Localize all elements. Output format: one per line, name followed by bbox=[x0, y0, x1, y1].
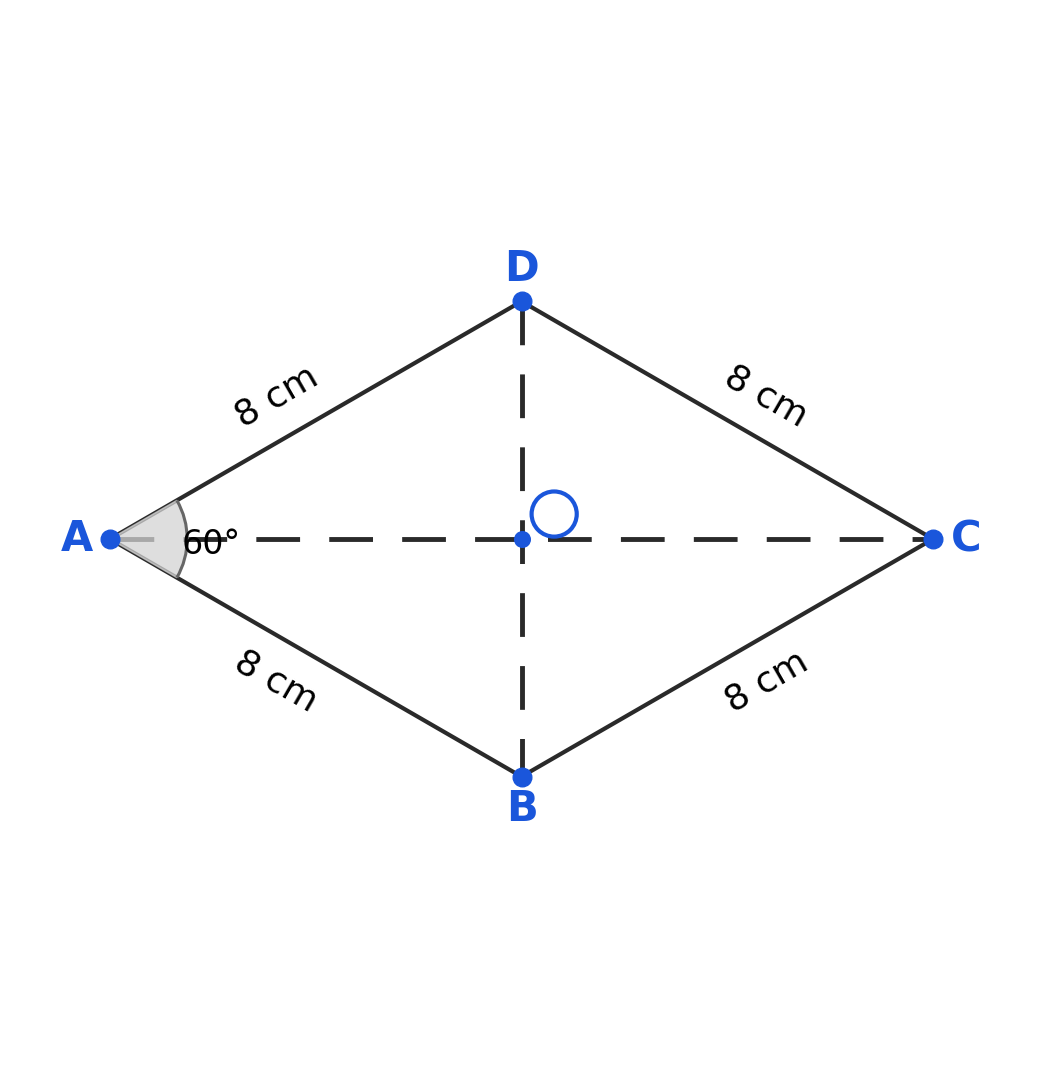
Text: 8 cm: 8 cm bbox=[719, 645, 814, 719]
Text: D: D bbox=[504, 248, 539, 290]
Point bbox=[925, 530, 942, 548]
Point bbox=[101, 530, 118, 548]
Text: B: B bbox=[506, 788, 537, 830]
Text: 60°: 60° bbox=[181, 528, 241, 562]
Point bbox=[513, 530, 530, 548]
Point bbox=[513, 768, 530, 785]
Text: 8 cm: 8 cm bbox=[229, 645, 323, 719]
Text: 8 cm: 8 cm bbox=[719, 359, 814, 433]
Text: A: A bbox=[62, 519, 94, 559]
Polygon shape bbox=[110, 500, 187, 578]
Text: C: C bbox=[950, 519, 981, 559]
Text: 8 cm: 8 cm bbox=[229, 359, 323, 433]
Point bbox=[513, 293, 530, 310]
